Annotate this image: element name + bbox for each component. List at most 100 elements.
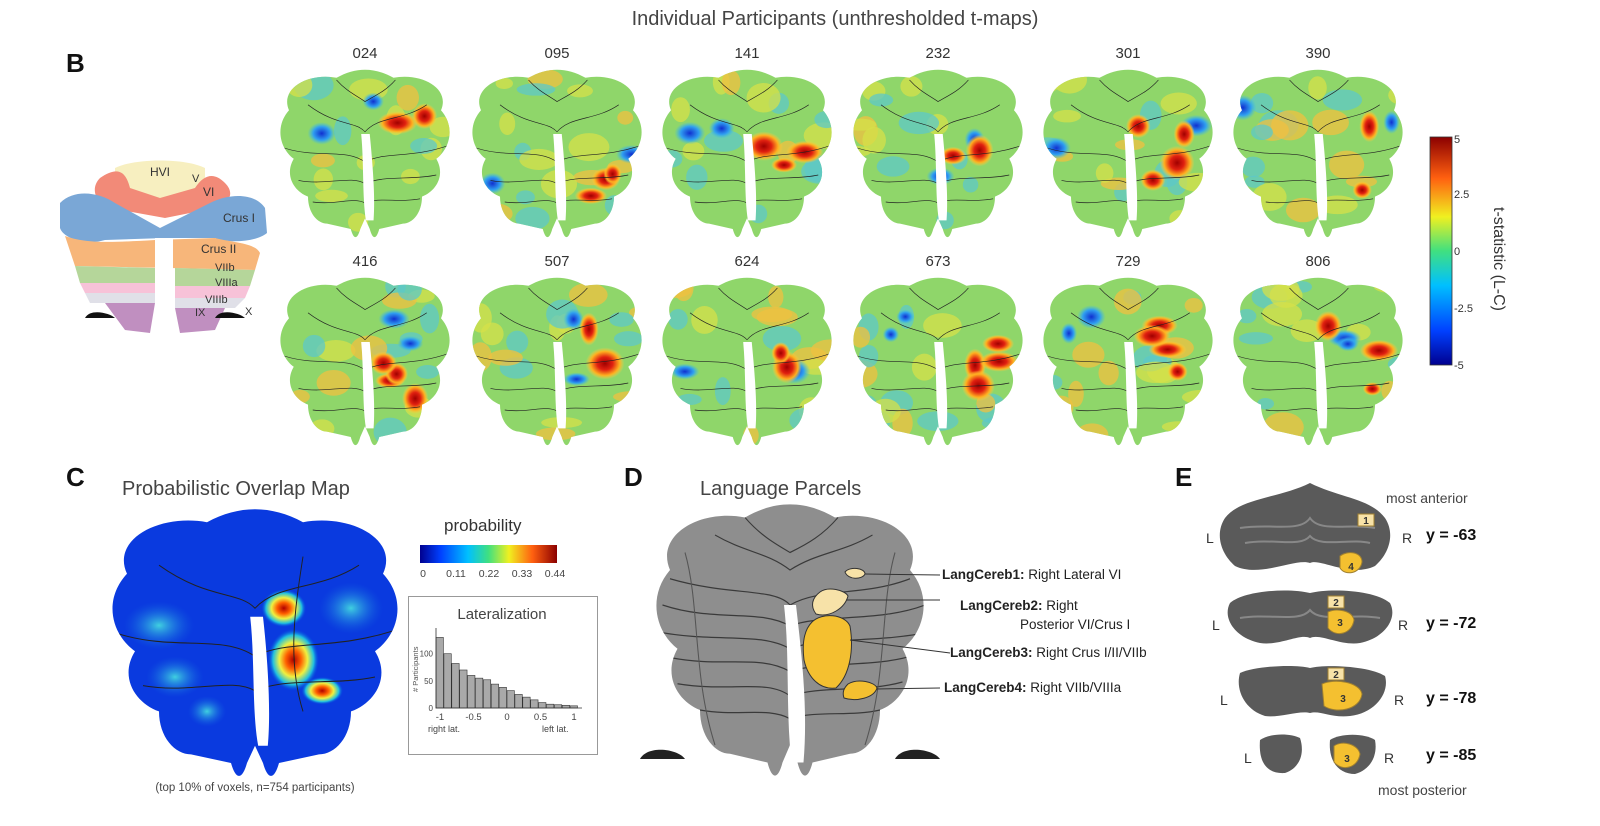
prob-tick-033: 0.33 (512, 568, 533, 580)
panel-c-title: Probabilistic Overlap Map (122, 478, 350, 500)
hist-bar (561, 704, 570, 709)
slice4-r: R (1384, 750, 1395, 766)
participant-id-390: 390 (1305, 45, 1331, 62)
panel-b-title: Individual Participants (unthresholded t… (631, 8, 1039, 30)
panel-d-letter: D (624, 462, 643, 492)
panel-e-letter: E (1175, 462, 1193, 492)
lateralization-histogram: -1 -0.5 0 0.5 1 0 50 100# Participants right lat… (411, 628, 582, 734)
hist-bar (490, 683, 499, 709)
lateralization-title: Lateralization (457, 606, 547, 623)
parcel-label-3: LangCereb3: Right Crus I/II/VIIb (950, 645, 1147, 660)
participant-maps: 024 095 141 232 301 390 416 507 624 673 729 806 (280, 45, 1403, 446)
slice3-num3: 3 (1340, 694, 1346, 705)
hist-bar (435, 637, 444, 709)
probability-colorbar: 0 0.11 0.22 0.33 0.44 (420, 545, 566, 580)
hist-bar (530, 699, 539, 709)
participant-id-232: 232 (925, 45, 951, 62)
slice4-y: y = -85 (1426, 747, 1477, 764)
prob-tick-022: 0.22 (479, 568, 500, 580)
tmap-416 (280, 277, 450, 446)
participant-id-416: 416 (352, 253, 378, 270)
atlas-label-x: X (245, 306, 253, 318)
slice1-num4: 4 (1348, 562, 1354, 573)
atlas-label-ix: IX (195, 307, 206, 319)
hist-bar (475, 677, 484, 709)
cbar-tick-5: 5 (1454, 134, 1460, 146)
cerebellum-atlas: HVI V VI Crus I Crus II VIIb VIIIa VIIIb… (60, 160, 267, 333)
parcel-langcereb3 (802, 615, 852, 689)
probability-map (112, 509, 398, 776)
participant-id-624: 624 (734, 253, 760, 270)
hist-bar (451, 663, 460, 709)
slice3-r: R (1394, 692, 1405, 708)
language-parcels-map (640, 504, 951, 776)
atlas-label-vi: VI (203, 185, 214, 199)
prob-tick-044: 0.44 (545, 568, 566, 580)
hist-xtick: 0.5 (534, 712, 547, 723)
hist-xtick: -1 (436, 712, 444, 723)
slice2-l: L (1212, 617, 1220, 633)
prob-tick-0: 0 (420, 568, 426, 580)
cbar-tick-neg5: -5 (1454, 360, 1464, 372)
participant-id-141: 141 (734, 45, 760, 62)
hist-ytick: 50 (424, 677, 433, 686)
cbar-tick-2.5: 2.5 (1454, 189, 1469, 201)
slice1-l: L (1206, 530, 1214, 546)
panel-b-letter: B (66, 48, 85, 78)
tmap-624 (662, 277, 832, 446)
hist-bar (546, 703, 555, 709)
tmap-507 (472, 277, 642, 446)
most-anterior-label: most anterior (1386, 490, 1468, 506)
slice4-num3: 3 (1344, 754, 1350, 765)
tmap-095 (472, 69, 642, 238)
panel-c-letter: C (66, 462, 85, 492)
hist-bar (538, 702, 547, 709)
tmap-806 (1233, 277, 1403, 446)
slice1-num1: 1 (1363, 516, 1369, 527)
most-posterior-label: most posterior (1378, 782, 1467, 798)
panel-d-title: Language Parcels (700, 478, 862, 500)
parcel-langcereb4 (842, 680, 878, 701)
participant-id-095: 095 (544, 45, 570, 62)
atlas-label-crus2: Crus II (201, 242, 236, 256)
hist-xtick: 1 (571, 712, 576, 723)
atlas-label-viib: VIIb (215, 262, 235, 274)
slice3-y: y = -78 (1426, 690, 1477, 707)
slice2-r: R (1398, 617, 1409, 633)
cbar-tick-neg2.5: -2.5 (1454, 303, 1473, 315)
slice4-l: L (1244, 750, 1252, 766)
tmap-301 (1043, 69, 1213, 238)
slice3-l: L (1220, 692, 1228, 708)
tmap-232 (853, 69, 1023, 238)
hist-bar (459, 669, 468, 709)
hist-ytick: 100 (420, 650, 434, 659)
participant-id-729: 729 (1115, 253, 1141, 270)
parcel-langcereb2 (812, 588, 849, 616)
slice3-num2: 2 (1333, 670, 1339, 681)
hist-left-label: right lat. (428, 724, 460, 734)
hist-bar (522, 696, 531, 709)
coronal-slices: 1 4 2 3 2 3 3 (1219, 483, 1393, 774)
hist-ylabel: # Participants (411, 646, 420, 692)
hist-right-label: left lat. (542, 724, 569, 734)
tmap-729 (1043, 277, 1213, 446)
atlas-label-hvi: HVI (150, 165, 170, 179)
probability-label: probability (444, 516, 522, 535)
atlas-label-v: V (192, 173, 200, 185)
participant-id-024: 024 (352, 45, 378, 62)
hist-xtick: -0.5 (465, 712, 481, 723)
tstat-colorbar: 5 2.5 0 -2.5 -5 t-statistic (L-C) (1429, 134, 1507, 372)
parcel-label-4: LangCereb4: Right VIIb/VIIIa (944, 680, 1122, 695)
slice2-num2: 2 (1333, 598, 1339, 609)
slice2-num3: 3 (1337, 618, 1343, 629)
prob-tick-011: 0.11 (446, 568, 466, 580)
slice1-r: R (1402, 530, 1413, 546)
hist-bar (467, 675, 476, 709)
participant-id-673: 673 (925, 253, 951, 270)
hist-bar (514, 694, 523, 709)
parcel-label-2-line2: Posterior VI/Crus I (1020, 617, 1131, 632)
tmap-024 (280, 69, 450, 238)
hist-ytick: 0 (429, 704, 434, 713)
slice2-y: y = -72 (1426, 615, 1477, 632)
hist-bar (443, 653, 452, 709)
